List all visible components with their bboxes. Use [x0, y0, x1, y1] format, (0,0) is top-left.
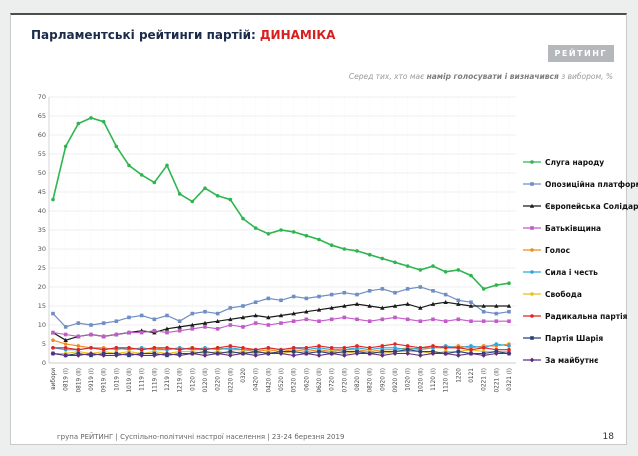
page-title-accent: ДИНАМІКА [259, 28, 336, 42]
legend-item: За майбутнє [523, 349, 638, 371]
legend-marker-icon [523, 226, 541, 230]
svg-text:0520 (II): 0520 (II) [292, 368, 298, 393]
svg-text:0819 (II): 0819 (II) [76, 368, 82, 393]
svg-text:0: 0 [42, 359, 46, 367]
legend-item: Батьківщина [523, 217, 638, 239]
svg-text:65: 65 [38, 112, 46, 120]
svg-text:1220: 1220 [456, 368, 462, 383]
page-number: 18 [602, 432, 614, 442]
subtitle-post: з вибором, % [558, 72, 613, 81]
svg-text:0720 (I): 0720 (I) [330, 368, 336, 391]
svg-text:0819 (I): 0819 (I) [64, 368, 70, 391]
legend-marker-icon [523, 248, 541, 252]
svg-text:0321 (I): 0321 (I) [507, 368, 513, 391]
svg-text:0120 (I): 0120 (I) [190, 368, 196, 391]
svg-text:5: 5 [42, 340, 46, 348]
rating-group-logo: РЕЙТИНГ [547, 45, 614, 62]
svg-text:0820 (I): 0820 (I) [355, 368, 361, 391]
subtitle-pre: Серед тих, хто має [348, 72, 427, 81]
legend-label: Радикальна партія [545, 311, 628, 321]
legend-marker-icon [523, 336, 541, 340]
legend-item: Свобода [523, 283, 638, 305]
svg-text:25: 25 [38, 264, 46, 272]
legend-label: За майбутнє [545, 355, 599, 365]
svg-text:0120 (II): 0120 (II) [203, 368, 209, 393]
legend-item: Радикальна партія [523, 305, 638, 327]
legend-label: Свобода [545, 289, 582, 299]
legend-marker-icon [523, 182, 541, 186]
svg-text:0620 (I): 0620 (I) [304, 368, 310, 391]
page-title-main: Парламентські рейтинги партій: [31, 28, 256, 42]
svg-text:1020 (II): 1020 (II) [418, 368, 424, 393]
svg-text:1119 (II): 1119 (II) [152, 368, 158, 393]
chart-area: вибори 0819 (I) 0819 (II) 0919 (I) 0919 (II)… [19, 91, 638, 431]
legend-label: Батьківщина [545, 223, 602, 233]
legend-marker-icon [523, 160, 541, 164]
svg-text:0420 (I): 0420 (I) [254, 368, 260, 391]
legend-item: Слуга народу [523, 151, 638, 173]
svg-text:1019 (I): 1019 (I) [114, 368, 120, 391]
legend-marker-icon [523, 292, 541, 296]
subtitle-bold: намір голосувати і визначився [426, 72, 559, 81]
legend-label: Голос [545, 245, 571, 255]
legend-item: Партія Шарія [523, 327, 638, 349]
svg-text:0920 (II): 0920 (II) [393, 368, 399, 393]
svg-text:1120 (II): 1120 (II) [444, 368, 450, 393]
legend-item: Опозиційна платформа [523, 173, 638, 195]
svg-text:40: 40 [38, 207, 46, 215]
svg-text:60: 60 [38, 131, 46, 139]
legend-marker-icon [523, 357, 541, 363]
svg-text:1219 (II): 1219 (II) [178, 368, 184, 393]
svg-text:20: 20 [38, 283, 46, 291]
slide-card: Парламентські рейтинги партій: ДИНАМІКА Р… [10, 13, 638, 445]
svg-text:0919 (I): 0919 (I) [89, 368, 95, 391]
page-title: Парламентські рейтинги партій: ДИНАМІКА [31, 28, 335, 42]
legend-label: Сила і честь [545, 267, 598, 277]
svg-text:1019 (II): 1019 (II) [127, 368, 133, 393]
legend-label: Опозиційна платформа [545, 179, 638, 189]
svg-text:1219 (I): 1219 (I) [165, 368, 171, 391]
legend-marker-icon [523, 203, 541, 208]
series-line [52, 117, 510, 290]
svg-text:0720 (II): 0720 (II) [342, 368, 348, 393]
legend-label: Слуга народу [545, 157, 605, 167]
svg-text:45: 45 [38, 188, 46, 196]
legend-marker-icon [523, 270, 541, 274]
chart-legend: Слуга народу Опозиційна платформа Європейс… [521, 91, 638, 431]
svg-text:30: 30 [38, 245, 46, 253]
svg-text:35: 35 [38, 226, 46, 234]
svg-text:0221 (II): 0221 (II) [494, 368, 500, 393]
svg-text:0920 (I): 0920 (I) [380, 368, 386, 391]
svg-text:15: 15 [38, 302, 46, 310]
svg-text:0820 (II): 0820 (II) [368, 368, 374, 393]
chart-subtitle: Серед тих, хто має намір голосувати і ви… [349, 72, 613, 81]
svg-text:0520 (I): 0520 (I) [279, 368, 285, 391]
svg-text:0420 (II): 0420 (II) [266, 368, 272, 393]
svg-text:10: 10 [38, 321, 46, 329]
legend-item: Європейська Солідарність [523, 195, 638, 217]
legend-item: Голос [523, 239, 638, 261]
svg-text:50: 50 [38, 169, 46, 177]
svg-text:0620 (II): 0620 (II) [317, 368, 323, 393]
svg-text:1020 (I): 1020 (I) [406, 368, 412, 391]
svg-text:1120 (I): 1120 (I) [431, 368, 437, 391]
svg-text:0220 (I): 0220 (I) [216, 368, 222, 391]
svg-text:0121: 0121 [469, 368, 475, 383]
legend-label: Європейська Солідарність [545, 201, 638, 211]
legend-marker-icon [523, 314, 541, 318]
svg-text:55: 55 [38, 150, 46, 158]
svg-text:0919 (II): 0919 (II) [102, 368, 108, 393]
svg-text:вибори: вибори [51, 368, 57, 390]
svg-text:0221 (I): 0221 (I) [482, 368, 488, 391]
legend-item: Сила і честь [523, 261, 638, 283]
svg-text:0320: 0320 [241, 368, 247, 383]
legend-label: Партія Шарія [545, 333, 604, 343]
svg-text:1119 (I): 1119 (I) [140, 368, 146, 391]
svg-text:0220 (II): 0220 (II) [228, 368, 234, 393]
line-chart: вибори 0819 (I) 0819 (II) 0919 (I) 0919 (II)… [38, 93, 516, 393]
footer-source: група РЕЙТИНГ | Суспільно-політичні наст… [57, 433, 345, 441]
svg-text:70: 70 [38, 93, 46, 101]
